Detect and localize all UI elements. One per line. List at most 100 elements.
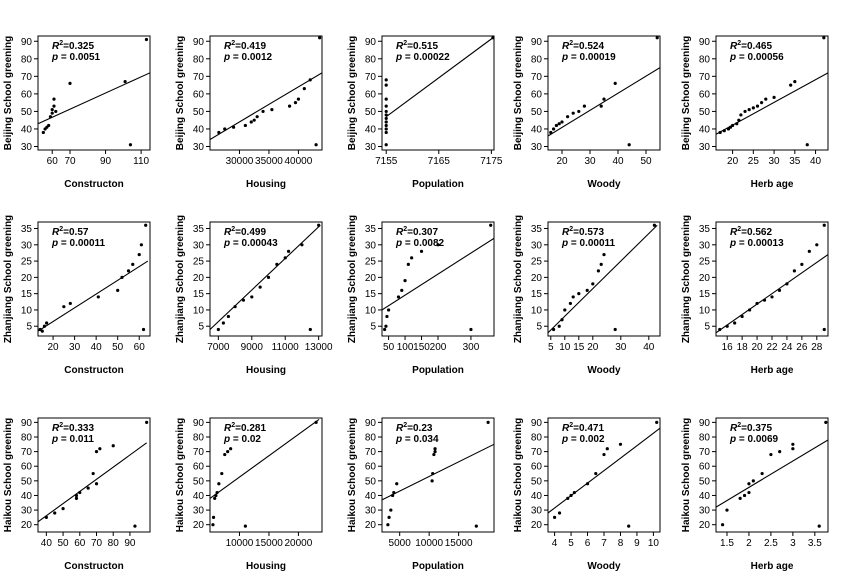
y-tick-label: 90 bbox=[21, 418, 33, 429]
data-point bbox=[145, 420, 149, 424]
data-point bbox=[116, 288, 120, 292]
y-tick-label: 5 bbox=[198, 322, 204, 333]
data-point bbox=[627, 143, 631, 147]
x-tick-label: 40 bbox=[91, 342, 103, 353]
y-tick-label: 20 bbox=[365, 520, 377, 531]
y-tick-label: 60 bbox=[193, 89, 205, 100]
data-point bbox=[385, 314, 389, 319]
x-tick-label: 6 bbox=[585, 538, 591, 549]
x-tick-label: 5 bbox=[548, 342, 554, 353]
data-point bbox=[243, 524, 247, 528]
data-point bbox=[40, 329, 44, 333]
data-point bbox=[718, 327, 722, 332]
data-point bbox=[287, 104, 292, 108]
data-point bbox=[384, 97, 388, 101]
y-tick-label: 40 bbox=[365, 491, 377, 502]
regression-line bbox=[548, 224, 658, 334]
y-tick-label: 80 bbox=[699, 433, 711, 444]
y-tick-label: 25 bbox=[193, 257, 205, 268]
y-tick-label: 50 bbox=[193, 476, 205, 487]
y-axis-label: Beijing School greening bbox=[347, 36, 358, 150]
y-tick-label: 60 bbox=[531, 89, 543, 100]
data-point bbox=[391, 493, 395, 498]
plot-frame bbox=[381, 35, 495, 151]
data-point bbox=[560, 318, 564, 322]
data-point bbox=[266, 275, 271, 279]
data-point bbox=[126, 269, 131, 273]
y-tick-label: 40 bbox=[193, 491, 205, 502]
y-tick-label: 20 bbox=[365, 273, 377, 284]
x-axis-label: Herb age bbox=[751, 179, 794, 190]
data-point bbox=[557, 122, 561, 126]
x-tick-label: 60 bbox=[134, 342, 146, 353]
p-value-label: p = 0.02 bbox=[223, 434, 261, 445]
y-tick-label: 50 bbox=[699, 107, 711, 118]
y-tick-label: 90 bbox=[531, 418, 543, 429]
data-point bbox=[760, 471, 764, 476]
x-tick-label: 5000 bbox=[389, 538, 412, 549]
x-axis-label: Woody bbox=[587, 365, 621, 376]
p-value-label: p = 0.00019 bbox=[561, 52, 616, 63]
plot-frame bbox=[37, 35, 151, 151]
p-value-label: p = 0.0082 bbox=[395, 238, 445, 249]
data-point bbox=[389, 508, 393, 512]
data-point bbox=[489, 223, 493, 227]
x-axis-label: Housing bbox=[246, 561, 286, 572]
data-point bbox=[764, 97, 768, 101]
data-point bbox=[613, 81, 617, 85]
data-point bbox=[286, 249, 291, 253]
y-tick-label: 40 bbox=[21, 491, 33, 502]
x-tick-label: 9 bbox=[634, 538, 640, 549]
data-point bbox=[123, 80, 127, 84]
scatter-panel-13: 20 30 40 50 60 70 80 90 5000 10000 15000 Population… bbox=[347, 417, 495, 572]
data-point bbox=[751, 479, 755, 483]
plot-frame bbox=[209, 221, 323, 337]
data-point bbox=[571, 295, 575, 299]
data-point bbox=[216, 327, 220, 332]
y-tick-label: 20 bbox=[531, 273, 543, 284]
data-point bbox=[469, 327, 473, 332]
data-point bbox=[249, 120, 253, 124]
y-tick-label: 15 bbox=[531, 289, 543, 300]
y-tick-label: 30 bbox=[21, 506, 33, 517]
data-point bbox=[655, 36, 659, 40]
data-point bbox=[605, 447, 609, 451]
data-point bbox=[789, 83, 793, 87]
data-point bbox=[384, 130, 388, 135]
y-tick-label: 5 bbox=[536, 322, 542, 333]
y-tick-label: 25 bbox=[365, 257, 377, 268]
data-point bbox=[96, 295, 100, 299]
y-tick-label: 70 bbox=[365, 447, 377, 458]
data-point bbox=[742, 493, 747, 498]
y-tick-label: 20 bbox=[21, 520, 33, 531]
r-squared-label: R2=0.499 bbox=[224, 226, 266, 238]
y-tick-label: 40 bbox=[21, 124, 33, 135]
regression-line bbox=[210, 224, 321, 330]
x-axis-label: Constructon bbox=[64, 365, 123, 376]
data-point bbox=[111, 444, 115, 448]
regression-line bbox=[38, 442, 147, 523]
x-tick-label: 25 bbox=[748, 156, 760, 167]
x-tick-label: 20 bbox=[752, 342, 764, 353]
data-point bbox=[215, 490, 219, 495]
data-point bbox=[568, 301, 573, 306]
y-tick-label: 30 bbox=[193, 142, 205, 153]
y-tick-label: 35 bbox=[365, 224, 377, 235]
data-point bbox=[582, 104, 587, 108]
data-point bbox=[74, 496, 79, 500]
data-point bbox=[91, 471, 95, 476]
x-tick-label: 70 bbox=[91, 538, 103, 549]
x-tick-label: 7165 bbox=[428, 156, 451, 167]
y-tick-label: 90 bbox=[365, 37, 377, 48]
x-tick-label: 8 bbox=[618, 538, 624, 549]
y-tick-label: 20 bbox=[21, 273, 33, 284]
data-point bbox=[137, 252, 141, 257]
data-point bbox=[805, 143, 809, 147]
y-tick-label: 80 bbox=[193, 433, 205, 444]
x-tick-label: 7155 bbox=[375, 156, 398, 167]
data-point bbox=[751, 106, 755, 110]
data-point bbox=[141, 327, 146, 332]
data-point bbox=[384, 127, 388, 131]
x-tick-label: 20 bbox=[48, 342, 60, 353]
